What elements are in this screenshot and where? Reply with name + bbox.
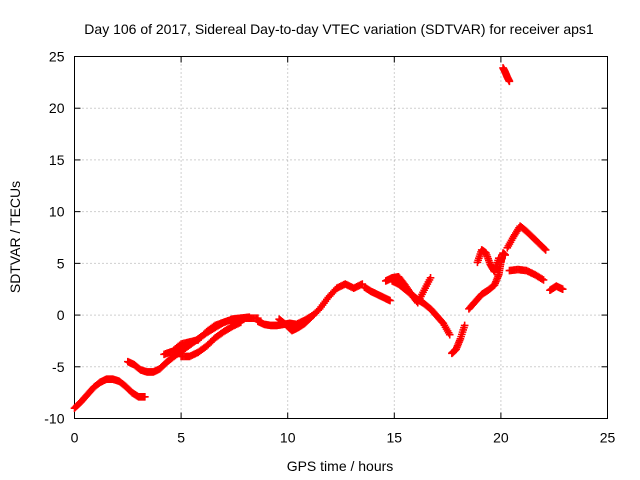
data-point: [494, 254, 503, 262]
data-point: [245, 313, 254, 321]
data-point: [236, 318, 245, 327]
data-marks-layer: [70, 64, 567, 412]
grid-layer: [74, 56, 608, 419]
series-arc14: [503, 222, 550, 254]
x-tick-label: 5: [177, 430, 185, 446]
data-point: [501, 251, 509, 259]
y-tick-label: 20: [49, 100, 65, 116]
x-tick-label: 20: [493, 430, 509, 446]
x-tick-label: 0: [71, 430, 79, 446]
tick-label-layer: 0 5 10 15 20 25 -10 -5 0 5 10 15 20 25: [44, 49, 615, 446]
x-axis-label: GPS time / hours: [287, 458, 394, 474]
x-tick-label: 10: [280, 430, 296, 446]
data-point: [386, 296, 394, 305]
x-tick-label: 25: [600, 430, 616, 446]
data-point: [141, 392, 149, 401]
data-point: [540, 245, 549, 253]
series-arc12: [473, 246, 503, 276]
y-tick-label: 0: [57, 307, 65, 323]
plot-frame: [74, 56, 608, 419]
chart-title: Day 106 of 2017, Sidereal Day-to-day VTE…: [84, 21, 594, 37]
series-arc16: [546, 282, 567, 295]
series-arc15: [505, 265, 548, 284]
series-arc7: [360, 283, 394, 305]
data-point: [426, 274, 435, 282]
y-axis-label: SDTVAR / TECUs: [7, 181, 23, 293]
data-point: [460, 321, 469, 330]
series-arc3: [160, 313, 254, 359]
series-arc6: [275, 280, 367, 335]
data-point: [539, 276, 548, 284]
series-arc13: [499, 64, 514, 86]
y-tick-label: -5: [52, 359, 65, 375]
series-arc1: [70, 375, 149, 412]
tick-layer: [74, 56, 608, 419]
y-tick-label: -10: [44, 411, 64, 427]
x-tick-label: 15: [387, 430, 403, 446]
y-tick-label: 10: [49, 204, 65, 220]
data-point: [558, 285, 567, 294]
y-tick-label: 5: [57, 255, 65, 271]
series-arc9: [388, 277, 454, 339]
y-tick-label: 15: [49, 152, 65, 168]
series-arc10: [448, 321, 469, 358]
data-point: [505, 77, 514, 86]
data-point: [445, 330, 454, 339]
series-arc4: [177, 318, 245, 361]
y-tick-label: 25: [49, 49, 65, 65]
data-point: [541, 246, 550, 254]
